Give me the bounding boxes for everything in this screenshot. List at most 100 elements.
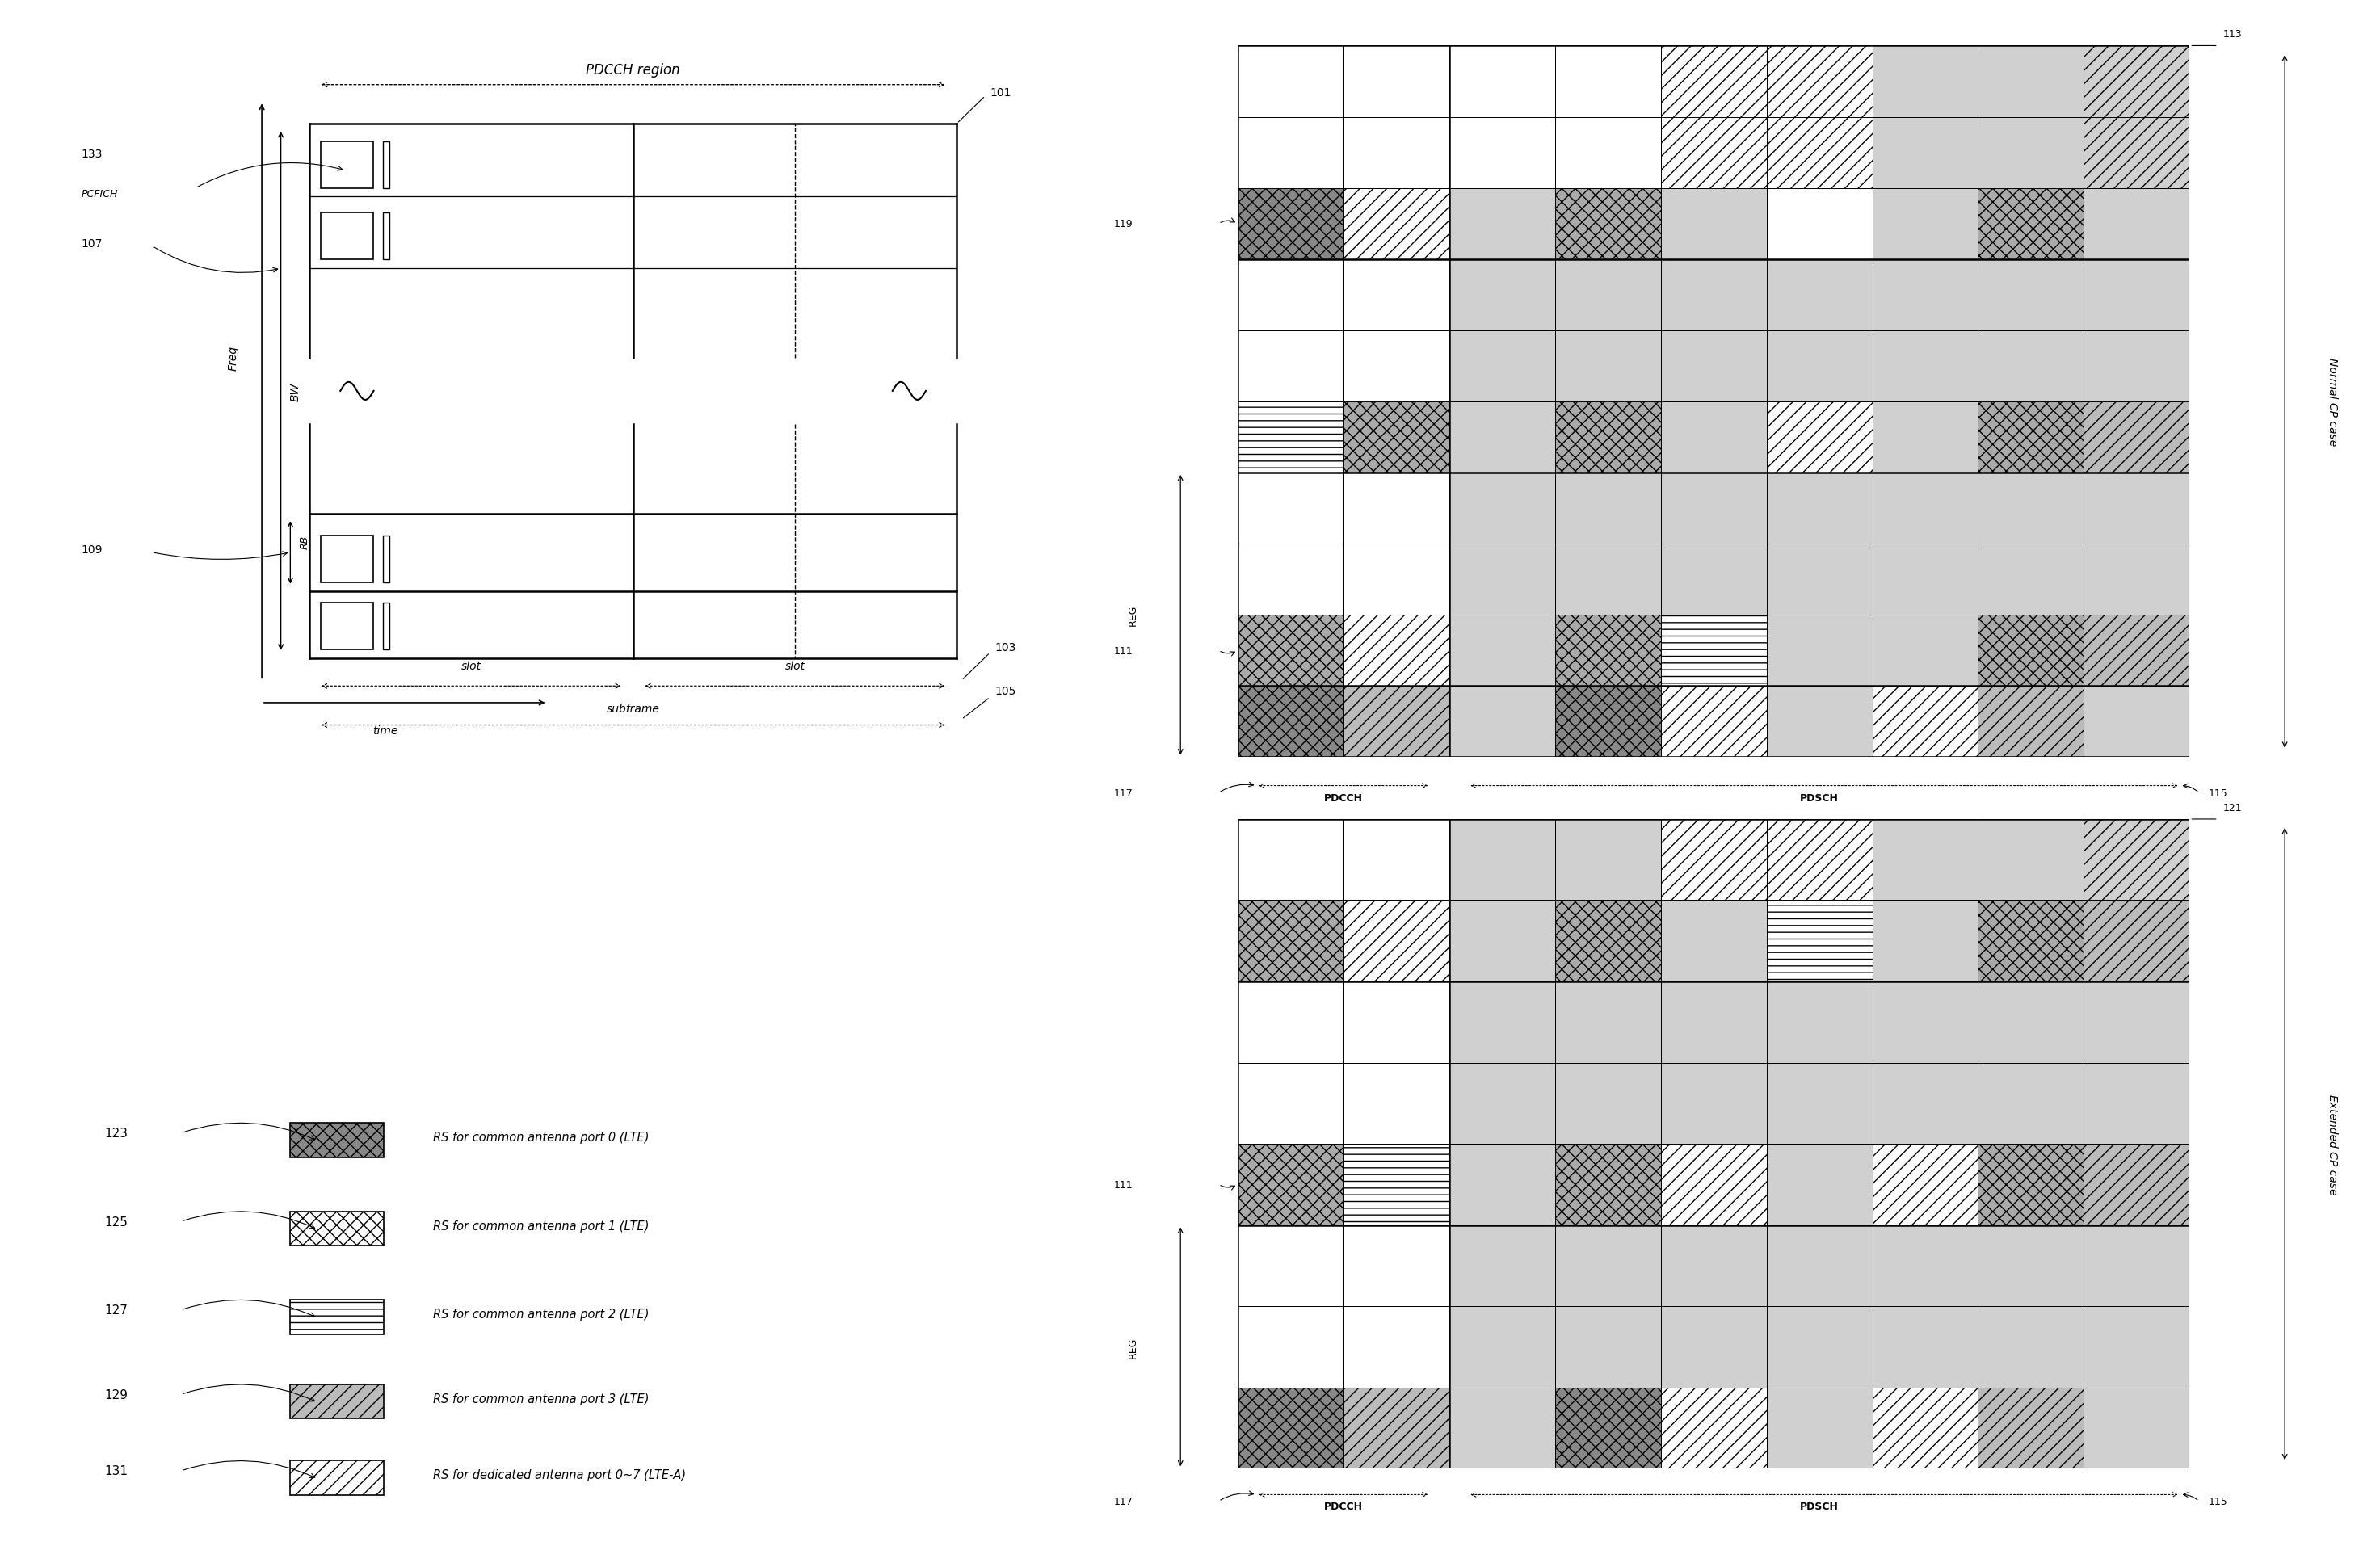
Bar [1342,117,1449,189]
Bar [1661,1144,1766,1224]
Bar [1342,819,1449,900]
Bar [1449,1144,1554,1224]
Bar [1978,260,2085,331]
Text: RS for common antenna port 2 (LTE): RS for common antenna port 2 (LTE) [433,1308,650,1320]
Bar [1238,473,1342,544]
Text: 105: 105 [995,685,1016,697]
Bar [1978,1144,2085,1224]
Text: Extended CP case: Extended CP case [2328,1093,2337,1195]
Text: 111: 111 [1114,1180,1133,1190]
Text: 127: 127 [105,1303,129,1316]
Bar [1766,189,1873,260]
Bar [1873,544,1978,615]
Bar [1978,819,2085,900]
Bar [1766,402,1873,473]
Bar [1873,402,1978,473]
Bar [1342,982,1449,1064]
Bar [1342,189,1449,260]
Bar [2085,900,2190,982]
Text: slot: slot [462,660,481,673]
Bar [1873,900,1978,982]
Bar [2085,1306,2190,1388]
Bar [1449,982,1554,1064]
Bar [1554,544,1661,615]
Bar [1873,1224,1978,1306]
Bar [1766,473,1873,544]
Bar [1238,402,1342,473]
Bar [2085,1388,2190,1469]
Bar [2085,46,2190,117]
Bar [1449,189,1554,260]
Bar [1554,686,1661,758]
Bar [1978,473,2085,544]
Bar [1238,615,1342,686]
Text: BW: BW [290,382,300,400]
Text: 119: 119 [1114,220,1133,229]
Bar [1661,1306,1766,1388]
Bar [1873,189,1978,260]
Bar [1661,331,1766,402]
Text: 103: 103 [995,642,1016,654]
Bar [1238,900,1342,982]
Bar [1873,1388,1978,1469]
Bar [2085,982,2190,1064]
Bar [1661,189,1766,260]
Text: RB: RB [300,535,309,549]
Bar [1554,473,1661,544]
Bar [1661,1388,1766,1469]
Bar [1342,331,1449,402]
Bar [1873,117,1978,189]
Text: 101: 101 [990,88,1012,99]
Bar [1661,686,1766,758]
Bar [1661,473,1766,544]
Bar [1342,900,1449,982]
Text: 115: 115 [2209,788,2228,798]
Bar [1873,260,1978,331]
Bar [1766,331,1873,402]
Bar [1554,819,1661,900]
Bar [1238,260,1342,331]
Bar [1449,900,1554,982]
Bar [1449,331,1554,402]
Bar [2085,1144,2190,1224]
Text: Freq: Freq [228,346,238,371]
Bar [1449,686,1554,758]
Text: subframe: subframe [607,703,659,714]
Text: 115: 115 [2209,1497,2228,1506]
Bar [1978,615,2085,686]
Bar [1554,117,1661,189]
Bar [1766,1064,1873,1144]
Bar [1766,1306,1873,1388]
Bar [1342,46,1449,117]
Bar [1342,473,1449,544]
Bar [1449,46,1554,117]
Bar [1238,331,1342,402]
Bar [1342,1224,1449,1306]
Bar [383,603,390,649]
Text: 117: 117 [1114,788,1133,798]
Bar [1554,615,1661,686]
Bar [1449,402,1554,473]
Bar [1554,402,1661,473]
Text: RS for dedicated antenna port 0~7 (LTE-A): RS for dedicated antenna port 0~7 (LTE-A… [433,1469,685,1481]
Bar [1342,615,1449,686]
Bar [1661,260,1766,331]
Bar [1449,819,1554,900]
Bar [1661,402,1766,473]
Bar [2085,473,2190,544]
Bar [1449,544,1554,615]
Bar [321,536,374,583]
Text: 113: 113 [2223,29,2242,39]
Bar [1238,46,1342,117]
Bar [1342,686,1449,758]
Text: RS for common antenna port 0 (LTE): RS for common antenna port 0 (LTE) [433,1132,650,1144]
Bar [321,142,374,189]
Bar [321,213,374,260]
Bar [1978,1306,2085,1388]
Text: RS for common antenna port 1 (LTE): RS for common antenna port 1 (LTE) [433,1220,650,1232]
Bar [1554,1306,1661,1388]
Bar [1449,615,1554,686]
Bar [1342,260,1449,331]
Bar [290,1385,383,1419]
Text: slot: slot [785,660,804,673]
